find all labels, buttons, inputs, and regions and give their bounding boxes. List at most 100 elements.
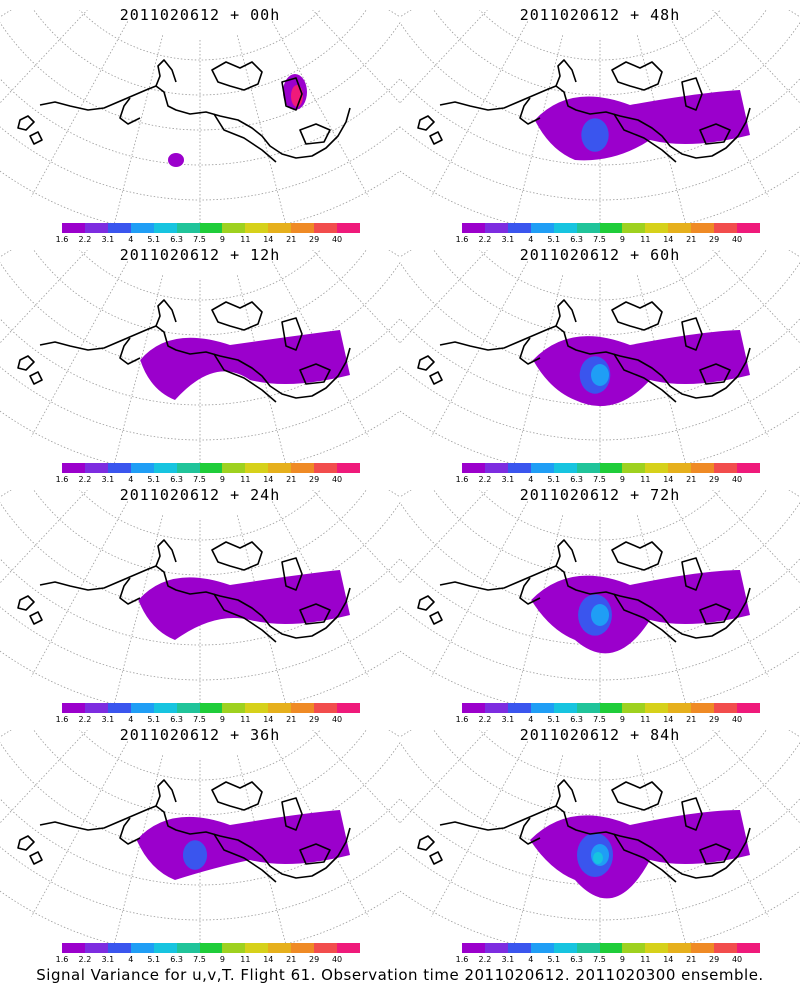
colorbar-label: 3.1 [101, 475, 115, 484]
colorbar-swatch [691, 463, 715, 473]
colorbar-swatch [245, 223, 269, 233]
colorbar-swatch [737, 703, 760, 713]
colorbar-swatch [176, 463, 200, 473]
colorbar-swatch [84, 223, 108, 233]
panel-title: 2011020612 + 48h [519, 6, 681, 24]
colorbar-label: 2.2 [478, 475, 492, 484]
colorbar-label: 1.6 [55, 955, 69, 964]
colorbar-swatch [199, 943, 223, 953]
colorbar-swatch [107, 703, 131, 713]
colorbar-label: 29 [309, 715, 320, 724]
colorbar-label: 11 [640, 475, 651, 484]
colorbar-label: 14 [263, 235, 274, 244]
colorbar-label: 3.1 [101, 955, 115, 964]
colorbar-label: 7.5 [593, 235, 606, 244]
colorbar-swatch [62, 943, 85, 953]
graticule [400, 490, 800, 710]
colorbar-label: 1.6 [455, 235, 469, 244]
colorbar-swatch [622, 223, 646, 233]
colorbar-label: 2.2 [478, 235, 492, 244]
map-panel: 2011020612 + 12h 1.6 2.2 3.1 4 5.1 6.3 7.5 9 11 14… [0, 240, 400, 490]
colorbar-label: 29 [309, 955, 320, 964]
colorbar-swatch [268, 943, 292, 953]
colorbar-swatch [668, 463, 692, 473]
colorbar-swatch [462, 943, 485, 953]
colorbar-swatch [553, 463, 577, 473]
colorbar-swatch [622, 943, 646, 953]
colorbar-swatch [84, 703, 108, 713]
coastline [17, 299, 351, 403]
variance-field [533, 330, 750, 407]
colorbar-label: 14 [663, 475, 674, 484]
panel-title: 2011020612 + 00h [119, 6, 281, 24]
colorbar [62, 943, 360, 953]
panel-title: 2011020612 + 84h [519, 726, 681, 744]
colorbar-swatch [130, 223, 154, 233]
colorbar-swatch [222, 223, 246, 233]
colorbar-swatch [737, 223, 760, 233]
colorbar-labels: 1.6 2.2 3.1 4 5.1 6.3 7.5 9 11 14 21 29 40 [456, 475, 760, 485]
colorbar-swatch [507, 703, 531, 713]
colorbar-swatch [530, 703, 554, 713]
coastline [417, 59, 751, 163]
colorbar-swatch [484, 703, 508, 713]
colorbar-label: 21 [686, 955, 697, 964]
colorbar-swatch [530, 943, 554, 953]
colorbar-label: 4 [128, 475, 134, 484]
colorbar-label: 3.1 [101, 235, 115, 244]
colorbar-label: 29 [709, 475, 720, 484]
colorbar-swatch [691, 703, 715, 713]
colorbar-swatch [84, 943, 108, 953]
colorbar-swatch [645, 463, 669, 473]
panel-title: 2011020612 + 12h [119, 246, 281, 264]
map-panel: 2011020612 + 48h 1.6 2.2 3.1 4 5.1 6.3 7.5 9 11 14… [400, 0, 800, 250]
colorbar-swatch [314, 703, 338, 713]
colorbar-swatch [668, 703, 692, 713]
colorbar-label: 14 [663, 955, 674, 964]
colorbar-swatch [107, 463, 131, 473]
coastline [417, 299, 751, 403]
map-panel: 2011020612 + 24h 1.6 2.2 3.1 4 5.1 6.3 7.5 9 11 14… [0, 480, 400, 730]
colorbar-swatch [553, 943, 577, 953]
panel-title: 2011020612 + 36h [119, 726, 281, 744]
colorbar-label: 2.2 [478, 715, 492, 724]
colorbar-swatch [130, 463, 154, 473]
variance-field [530, 810, 750, 899]
panel-title: 2011020612 + 24h [119, 486, 281, 504]
colorbar-label: 29 [709, 235, 720, 244]
colorbar-label: 21 [286, 475, 297, 484]
colorbar-label: 5.1 [547, 475, 561, 484]
colorbar-label: 6.3 [170, 715, 183, 724]
colorbar-swatch [645, 223, 669, 233]
colorbar [462, 703, 760, 713]
colorbar-label: 9 [219, 235, 225, 244]
panel-title: 2011020612 + 72h [519, 486, 681, 504]
colorbar-swatch [507, 223, 531, 233]
colorbar-swatch [576, 703, 600, 713]
colorbar-swatch [337, 703, 360, 713]
colorbar-swatch [668, 223, 692, 233]
colorbar-swatch [153, 223, 177, 233]
colorbar-label: 21 [686, 235, 697, 244]
colorbar-label: 11 [640, 235, 651, 244]
colorbar-labels: 1.6 2.2 3.1 4 5.1 6.3 7.5 9 11 14 21 29 40 [56, 715, 360, 725]
colorbar-label: 11 [640, 715, 651, 724]
colorbar-label: 14 [263, 715, 274, 724]
graticule [0, 250, 400, 470]
colorbar-label: 3.1 [501, 955, 515, 964]
colorbar-swatch [130, 943, 154, 953]
colorbar [62, 703, 360, 713]
colorbar-swatch [691, 223, 715, 233]
map-panel: 2011020612 + 36h 1.6 2.2 3.1 4 5.1 6.3 7.5 9 11 14… [0, 720, 400, 970]
colorbar-label: 6.3 [570, 715, 583, 724]
colorbar-label: 4 [528, 475, 534, 484]
colorbar-swatch [314, 463, 338, 473]
colorbar [462, 223, 760, 233]
colorbar-label: 9 [619, 235, 625, 244]
colorbar-swatch [245, 943, 269, 953]
colorbar-label: 40 [331, 955, 343, 964]
colorbar-swatch [222, 463, 246, 473]
colorbar-swatch [199, 223, 223, 233]
colorbar-swatch [153, 463, 177, 473]
colorbar-swatch [507, 943, 531, 953]
